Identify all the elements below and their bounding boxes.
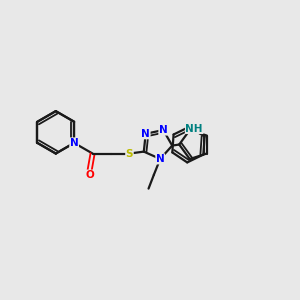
Text: O: O [85,170,94,180]
Text: N: N [70,138,79,148]
Text: N: N [156,154,165,164]
Text: N: N [159,125,168,135]
Text: S: S [126,148,133,158]
Text: NH: NH [185,124,203,134]
Text: N: N [141,129,150,139]
